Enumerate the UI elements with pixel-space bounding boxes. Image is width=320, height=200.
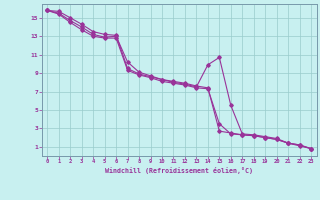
X-axis label: Windchill (Refroidissement éolien,°C): Windchill (Refroidissement éolien,°C) <box>105 167 253 174</box>
